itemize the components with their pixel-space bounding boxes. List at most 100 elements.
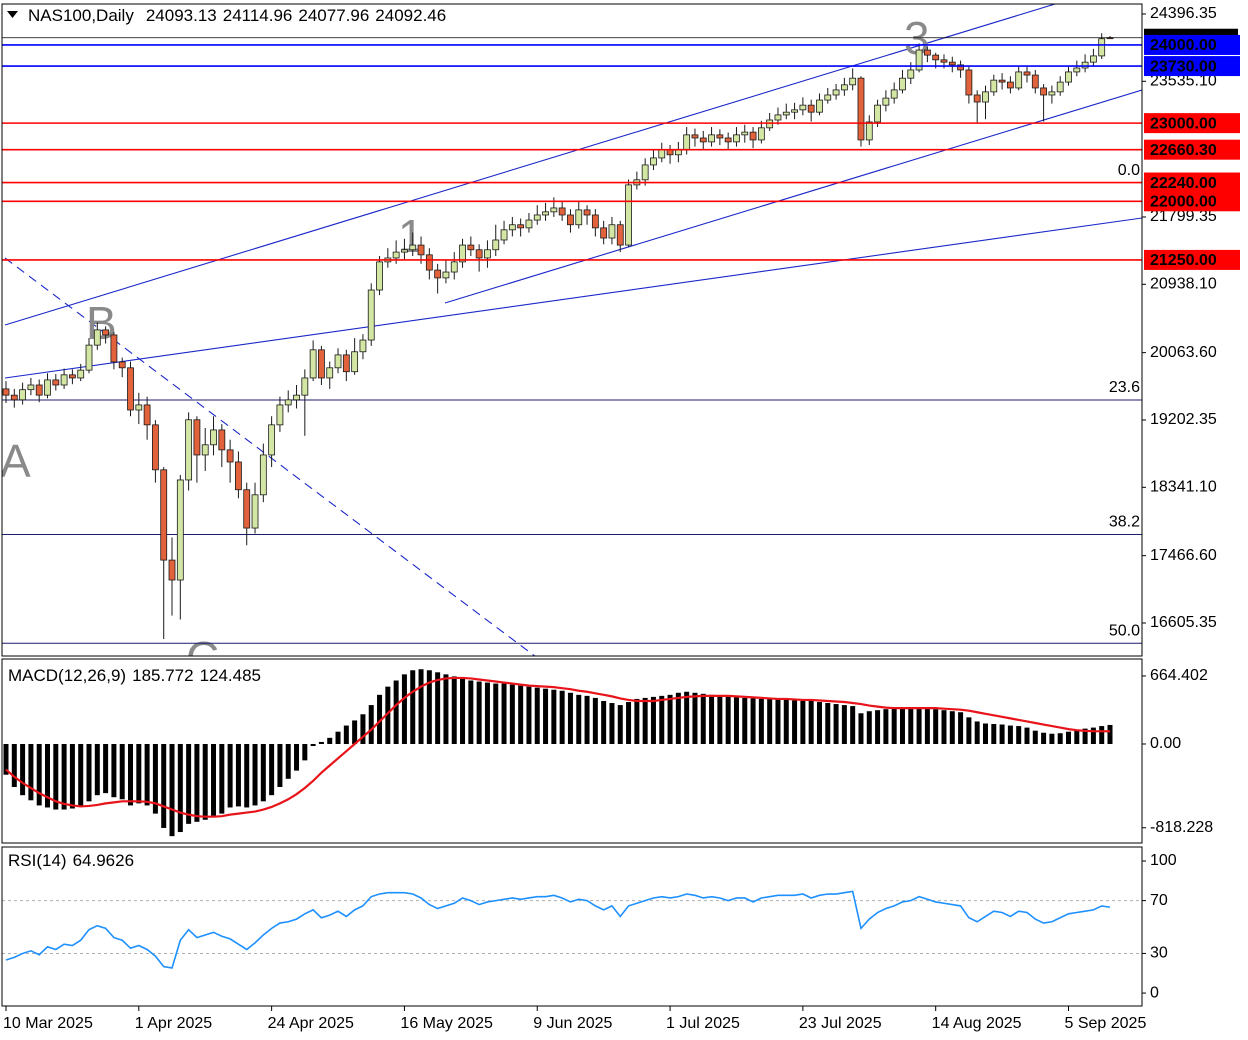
candle-body <box>450 261 458 273</box>
candle-body <box>899 77 906 91</box>
candle-body <box>1065 71 1072 83</box>
candle-body <box>583 209 591 216</box>
candle-body <box>915 49 923 71</box>
candle-body <box>724 137 732 143</box>
candle-body <box>865 121 873 141</box>
macd-bar <box>543 688 549 744</box>
signal-value: 124.485 <box>200 666 261 685</box>
candle-body <box>484 249 491 259</box>
price-header: NAS100,Daily 24093.13 24114.96 24077.96 2409… <box>28 6 446 25</box>
candle-body <box>492 239 500 251</box>
candle-body <box>442 271 450 279</box>
candle-body <box>1098 38 1106 57</box>
trend-line <box>4 217 1142 379</box>
macd-bar <box>982 723 988 744</box>
macd-bar <box>61 743 67 810</box>
macd-bar <box>642 697 648 744</box>
y-tick-label: 16605.35 <box>1150 614 1217 631</box>
macd-bar <box>792 700 798 744</box>
candle-body <box>641 164 649 181</box>
macd-bar <box>468 680 474 744</box>
macd-bar <box>717 695 723 744</box>
macd-bar <box>410 670 416 744</box>
x-tick-label: 5 Sep 2025 <box>1064 1015 1146 1032</box>
candle-body <box>243 489 251 529</box>
macd-bar <box>94 743 100 796</box>
candle-body <box>1023 71 1031 76</box>
trend-line <box>4 257 536 656</box>
macd-bar <box>584 695 590 744</box>
macd-bar <box>684 691 690 744</box>
macd-bar <box>617 705 623 744</box>
candle-body <box>699 137 707 143</box>
x-tick-label: 1 Apr 2025 <box>135 1015 213 1032</box>
x-tick-label: 14 Aug 2025 <box>932 1015 1022 1032</box>
macd-bar <box>136 743 142 804</box>
pane-frame <box>1 658 1143 844</box>
x-tick-label: 1 Jul 2025 <box>666 1015 740 1032</box>
candle-body <box>542 211 549 216</box>
candle-body <box>990 79 998 93</box>
x-tick-label: 10 Mar 2025 <box>3 1015 93 1032</box>
macd-bar <box>626 702 632 744</box>
y-tick-label: 20063.60 <box>1150 344 1217 361</box>
candle-body <box>135 404 143 411</box>
candle-body <box>276 404 284 426</box>
level-box <box>1144 191 1240 212</box>
candle-body <box>1015 71 1023 89</box>
candle-body <box>1073 67 1081 73</box>
rsi-header: RSI(14) 64.9626 <box>8 851 134 870</box>
candle-body <box>301 377 309 396</box>
macd-bar <box>252 743 258 806</box>
macd-bar <box>1057 733 1063 744</box>
y-tick-label: 70 <box>1150 892 1168 909</box>
macd-bar <box>393 680 399 744</box>
y-tick-label: 19202.35 <box>1150 411 1217 428</box>
macd-bar <box>1024 727 1030 744</box>
level-label: 21250.00 <box>1150 252 1217 269</box>
macd-bar <box>551 689 557 744</box>
candle-body <box>650 157 657 166</box>
candle-body <box>467 244 475 251</box>
macd-bar <box>758 698 764 744</box>
candle-body <box>691 134 699 139</box>
candle-body <box>1089 55 1097 63</box>
macd-bar <box>816 702 822 744</box>
macd-bar <box>1032 730 1038 744</box>
menu-arrow <box>7 11 18 18</box>
y-tick-label: 18341.10 <box>1150 479 1217 496</box>
axes: 24396.35 23535.10 21799.35 20938.10 20063.60… <box>1 3 1217 1032</box>
candle-body <box>591 214 599 229</box>
candle-body <box>326 367 334 379</box>
level-label: 23000.00 <box>1150 115 1217 132</box>
macd-bar <box>609 703 615 744</box>
candle-body <box>508 224 516 231</box>
macd-bar <box>576 694 582 744</box>
candle-body <box>193 419 201 456</box>
macd-bar <box>559 690 565 744</box>
candle-body <box>367 289 375 341</box>
macd-bar <box>335 731 341 744</box>
macd-bar <box>949 711 955 744</box>
macd-bar <box>186 743 192 824</box>
macd-bar <box>883 709 889 744</box>
candle-body <box>334 354 342 369</box>
macd-bar <box>1099 726 1105 744</box>
macd-bar <box>219 743 225 814</box>
macd-bar <box>501 683 507 744</box>
x-tick-label: 9 Jun 2025 <box>533 1015 612 1032</box>
candle-body <box>434 269 442 279</box>
candle-body <box>874 104 881 123</box>
candle-body <box>982 91 989 103</box>
candle-body <box>268 424 276 456</box>
macd-bar <box>767 698 773 744</box>
level-label: 24000.00 <box>1150 37 1217 54</box>
candle-body <box>459 244 466 263</box>
macd-bar <box>211 743 217 816</box>
macd-bar <box>1041 732 1047 744</box>
macd-bar <box>1074 729 1080 744</box>
macd-bar <box>667 694 673 744</box>
y-tick-label: 664.402 <box>1150 667 1208 684</box>
candle-body <box>35 384 43 396</box>
